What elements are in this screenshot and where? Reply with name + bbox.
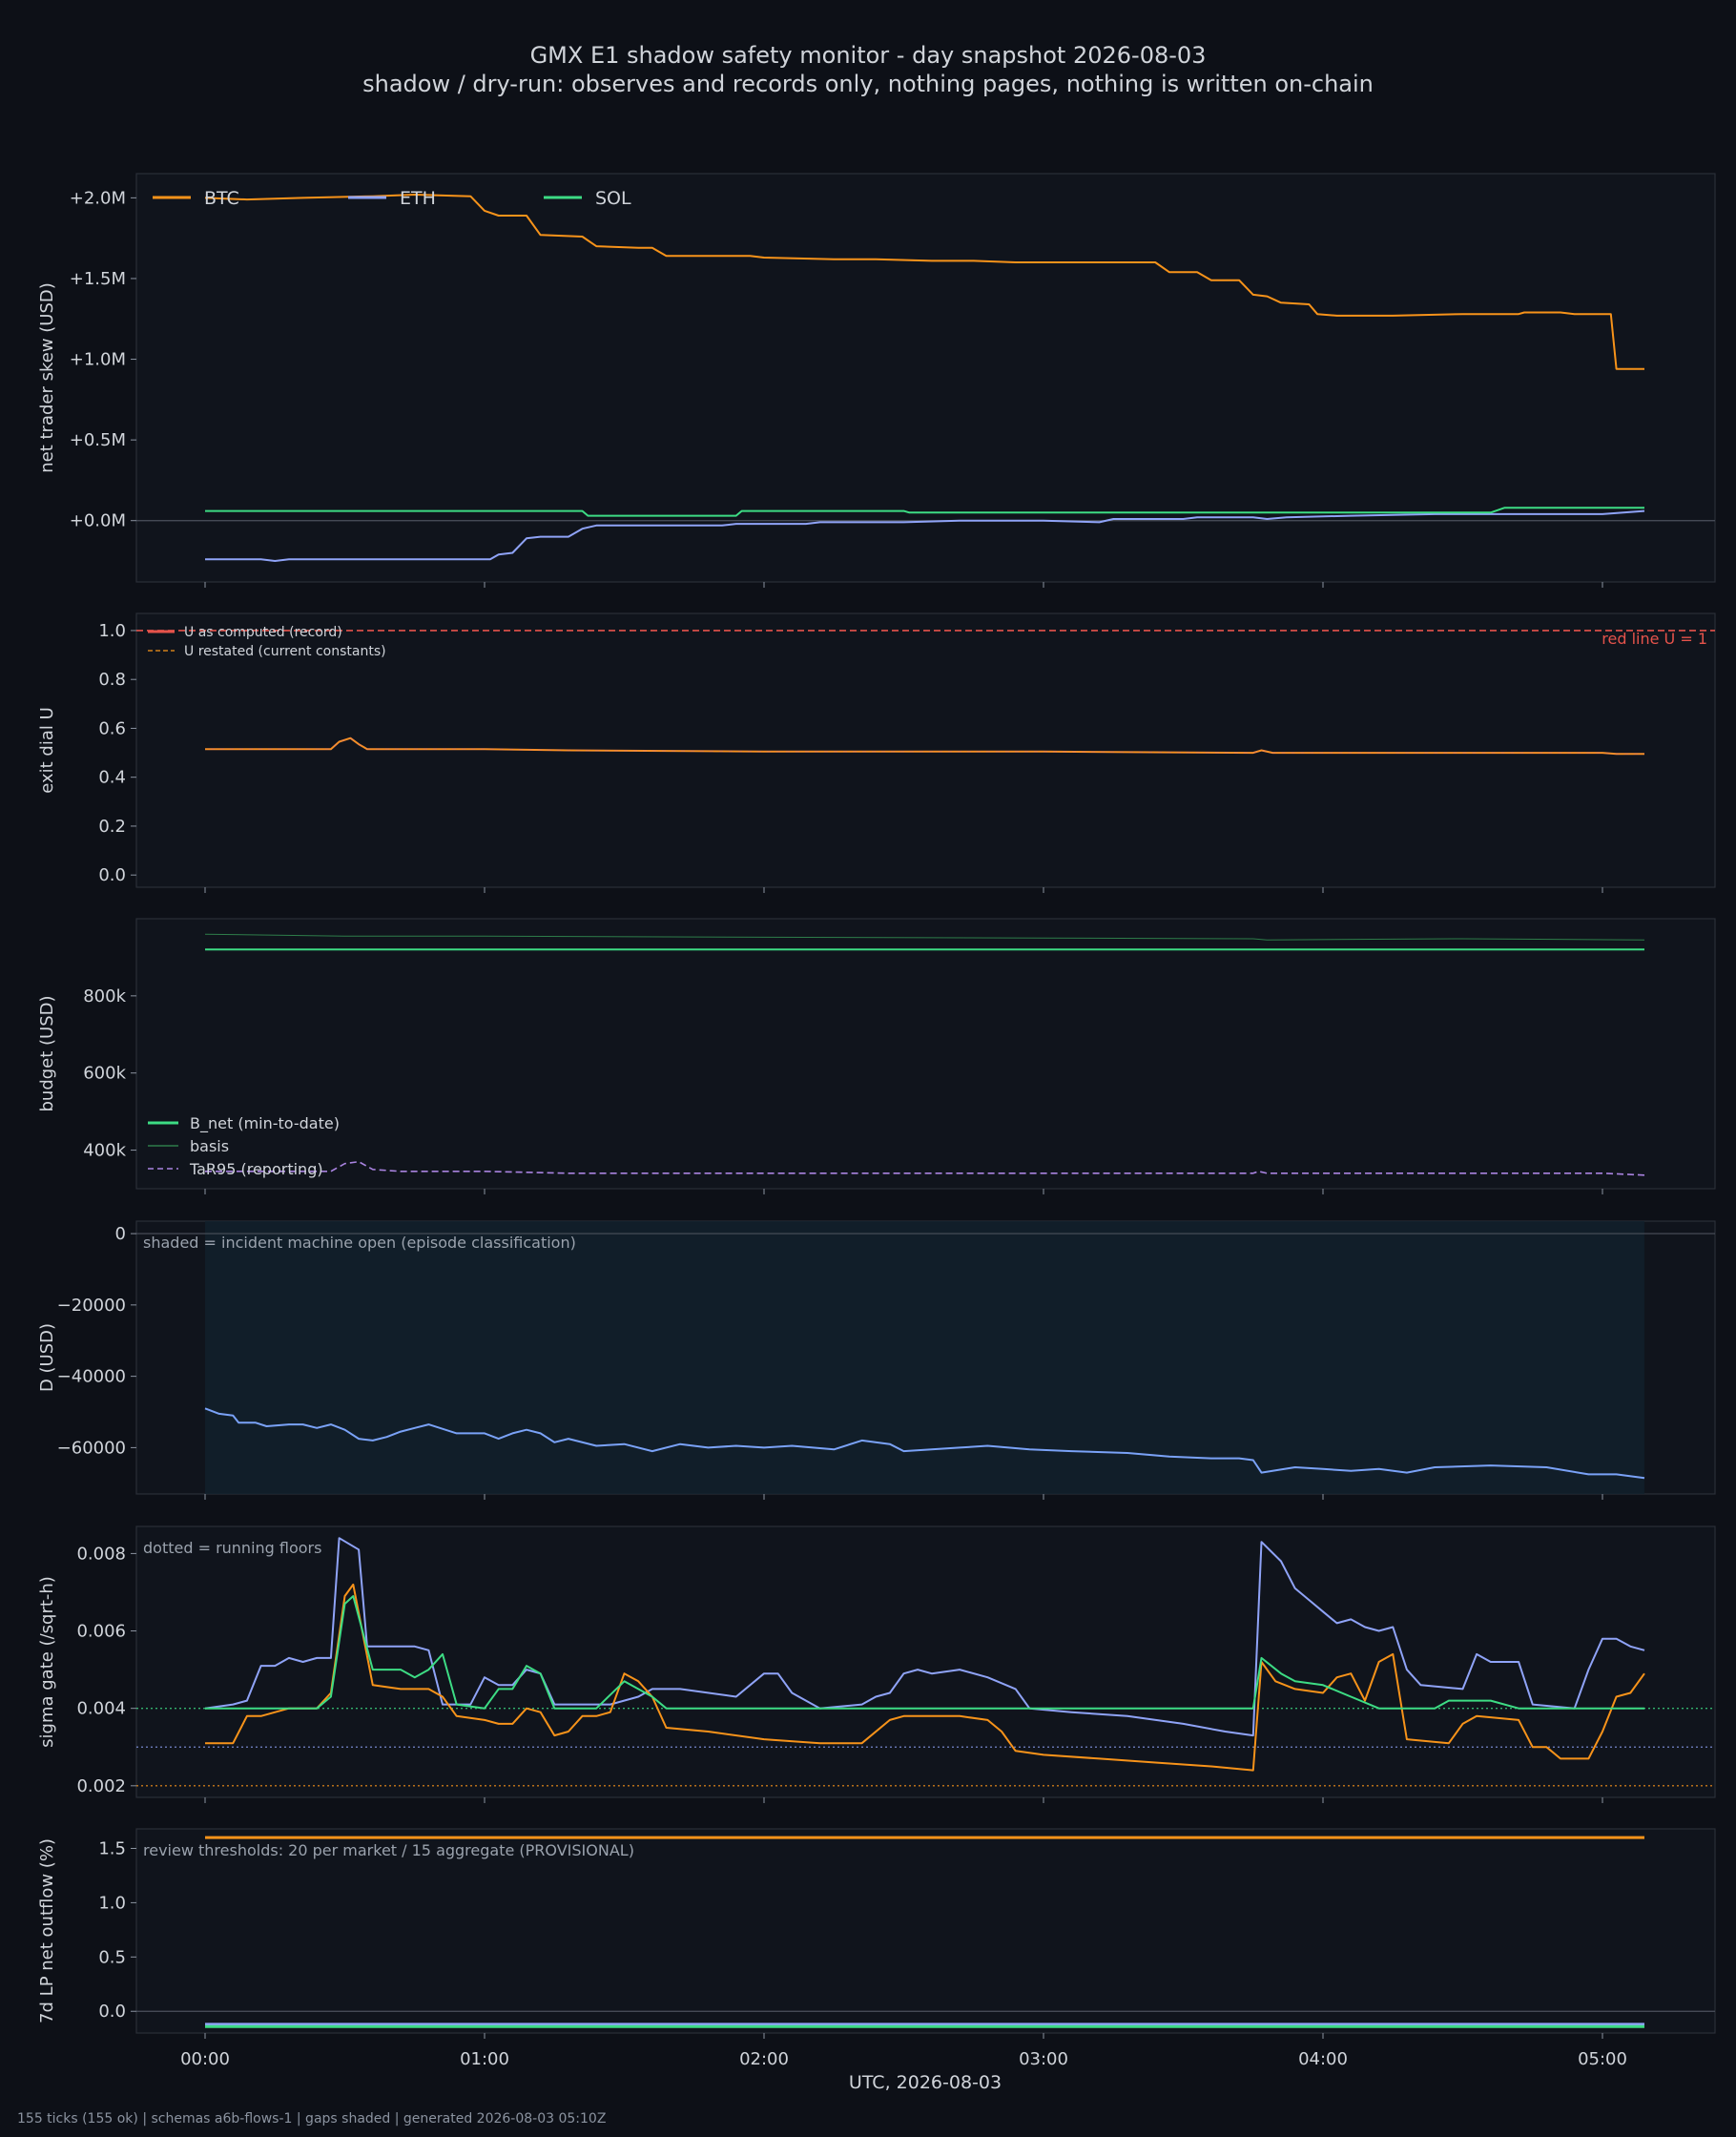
x-tick-label: 04:00 [1298, 2049, 1348, 2069]
y-tick-label: 0.008 [76, 1544, 126, 1564]
y-tick-label: 0.0 [98, 865, 126, 885]
y-tick-label: 0.5 [98, 1947, 126, 1967]
y-tick-label: +0.0M [70, 511, 126, 531]
y-tick-label: 0 [115, 1224, 126, 1244]
legend-label: basis [190, 1137, 229, 1155]
x-tick-label: 05:00 [1578, 2049, 1627, 2069]
y-tick-label: −40000 [57, 1367, 126, 1387]
panel-annotation: shaded = incident machine open (episode … [143, 1234, 576, 1252]
y-tick-label: +1.5M [70, 269, 126, 289]
chart-title: GMX E1 shadow safety monitor - day snaps… [530, 42, 1207, 69]
y-tick-label: 1.0 [98, 1893, 126, 1913]
series-line-u-restated-current-constants [205, 737, 1644, 755]
x-tick-label: 03:00 [1019, 2049, 1068, 2069]
legend-label: SOL [595, 188, 631, 209]
plot-area [135, 918, 1716, 1190]
threshold-annotation: red line U = 1 [1602, 630, 1707, 648]
series-line-d [204, 1407, 1645, 1480]
series-line-sol [205, 1595, 1644, 1710]
chart-subtitle: shadow / dry-run: observes and records o… [362, 71, 1374, 97]
legend-label: ETH [400, 188, 436, 209]
series-line-eth [204, 1537, 1645, 1737]
plot-area [135, 612, 1716, 888]
plot-area [135, 1828, 1716, 2034]
series-line-btc [205, 1583, 1645, 1772]
series-line-btc [204, 194, 1644, 370]
y-tick-label: 0.6 [98, 718, 126, 738]
panel-annotation: dotted = running floors [143, 1539, 321, 1557]
x-tick-label: 01:00 [460, 2049, 509, 2069]
y-tick-label: −60000 [57, 1438, 126, 1458]
series-line-sol [205, 507, 1644, 517]
x-axis-label: UTC, 2026-08-03 [849, 2072, 1002, 2093]
series-line-basis [204, 933, 1645, 941]
legend-label: BTC [204, 188, 239, 209]
x-tick-label: 02:00 [739, 2049, 789, 2069]
panel-sigma: 0.008 0.006 0.004 0.002 sigma gate (/sqrt-h)… [37, 1525, 1716, 1803]
y-tick-label: +0.5M [70, 430, 126, 450]
y-tick-label: 400k [83, 1141, 126, 1161]
y-tick-label: 0.004 [76, 1699, 126, 1719]
y-tick-label: +1.0M [70, 350, 126, 370]
footer-status: 155 ticks (155 ok) | schemas a6b-flows-1… [17, 2111, 607, 2127]
y-tick-label: 0.006 [76, 1622, 126, 1642]
legend-label: TaR95 (reporting) [189, 1160, 323, 1178]
series-line-eth [205, 509, 1645, 562]
y-tick-label: 0.4 [98, 768, 126, 788]
legend-label: B_net (min-to-date) [190, 1114, 340, 1133]
panel-skew: +2.0M +1.5M +1.0M +0.5M +0.0M net trader skew… [37, 173, 1716, 588]
y-tick-label: +2.0M [70, 188, 126, 208]
series-line-tar95-reporting [205, 1160, 1645, 1176]
y-tick-label: −20000 [57, 1296, 126, 1316]
y-axis-label: exit dial U [37, 707, 57, 794]
panel-annotation: review thresholds: 20 per market / 15 ag… [143, 1841, 634, 1859]
y-tick-label: 0.002 [76, 1776, 126, 1796]
y-tick-label: 1.5 [98, 1838, 126, 1858]
y-tick-label: 600k [83, 1064, 126, 1084]
y-axis-label: net trader skew (USD) [37, 282, 57, 473]
y-axis-label: budget (USD) [37, 995, 57, 1111]
y-tick-label: 0.8 [98, 670, 126, 690]
panel-dial: 1.0 0.8 0.6 0.4 0.2 0.0 exit dial U U as comput… [37, 612, 1716, 893]
legend-label: U as computed (record) [184, 625, 342, 640]
incident-shading [205, 1221, 1644, 1494]
y-axis-label: 7d LP net outflow (%) [37, 1838, 57, 2023]
panel-d: 0 −20000 −40000 −60000 D (USD) shaded = incid… [37, 1220, 1716, 1500]
panel-budget: 800k 600k 400k budget (USD) B_net (min-to-da… [37, 918, 1716, 1194]
y-axis-label: sigma gate (/sqrt-h) [37, 1576, 57, 1748]
y-tick-label: 0.0 [98, 2002, 126, 2022]
x-tick-label: 00:00 [180, 2049, 230, 2069]
panel-outflow: 1.5 1.0 0.5 0.0 7d LP net outflow (%) review … [37, 1828, 1716, 2039]
legend-label: U restated (current constants) [184, 644, 386, 659]
y-axis-label: D (USD) [37, 1323, 57, 1392]
y-tick-label: 800k [83, 986, 126, 1006]
y-tick-label: 1.0 [98, 621, 126, 641]
y-tick-label: 0.2 [98, 817, 126, 837]
plot-area [135, 1525, 1716, 1798]
